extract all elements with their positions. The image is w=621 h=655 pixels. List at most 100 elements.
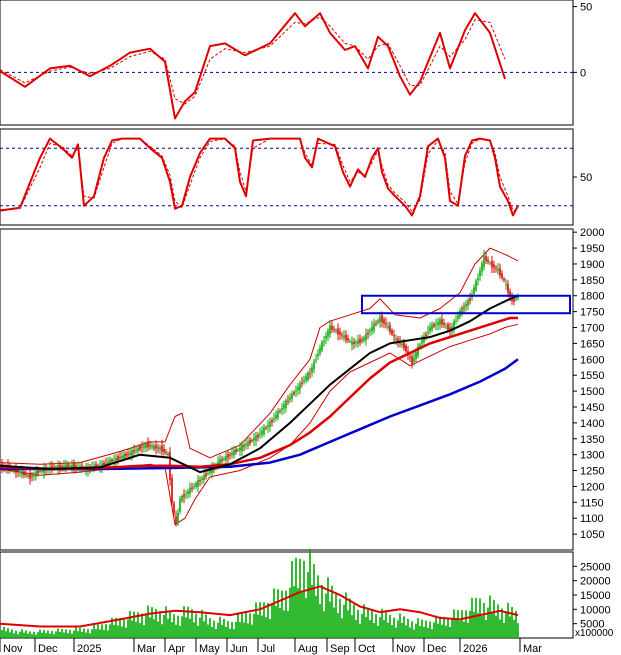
- volume-bar: [181, 616, 183, 638]
- candle-body: [295, 390, 297, 392]
- candle-body: [209, 470, 211, 474]
- volume-bar: [271, 604, 273, 638]
- price-tick-label: 1400: [580, 418, 604, 430]
- volume-bar: [293, 586, 295, 638]
- volume-bar: [397, 620, 399, 638]
- volume-bar: [475, 597, 477, 638]
- volume-bar: [131, 620, 133, 638]
- volume-bar: [343, 604, 345, 638]
- volume-bar: [143, 625, 145, 638]
- volume-bar: [417, 618, 419, 638]
- price-tick-label: 1750: [580, 307, 604, 319]
- volume-bar: [379, 617, 381, 638]
- candle-body: [193, 486, 195, 488]
- volume-bar: [287, 611, 289, 638]
- volume-bar: [385, 611, 387, 638]
- volume-ma-line: [0, 585, 519, 628]
- volume-bar: [21, 629, 23, 638]
- volume-bar: [359, 623, 361, 638]
- candle-body: [365, 333, 367, 340]
- volume-bar: [291, 560, 293, 638]
- volume-bar: [5, 631, 7, 638]
- price-tick-label: 1800: [580, 291, 604, 303]
- candle-body: [345, 334, 347, 341]
- candle-body: [363, 337, 365, 341]
- price-tick-label: 1250: [580, 466, 604, 478]
- volume-bar: [277, 589, 279, 638]
- volume-bar: [425, 620, 427, 638]
- volume-bar: [349, 598, 351, 638]
- candle-body: [185, 494, 187, 496]
- volume-bar: [381, 608, 383, 638]
- volume-bar: [171, 622, 173, 638]
- candle-body: [469, 298, 471, 301]
- candle-body: [511, 298, 513, 301]
- volume-bar: [55, 631, 57, 638]
- volume-bar: [441, 624, 443, 638]
- candle-body: [165, 452, 167, 454]
- volume-bar: [81, 631, 83, 638]
- volume-bar: [35, 634, 37, 638]
- volume-bar: [367, 607, 369, 638]
- candle-body: [249, 440, 251, 444]
- volume-bar: [407, 618, 409, 638]
- volume-bar: [59, 631, 61, 638]
- candle-body: [269, 421, 271, 427]
- candle-body: [327, 330, 329, 337]
- volume-bar: [219, 616, 221, 638]
- volume-bar: [491, 611, 493, 638]
- candle-body: [351, 341, 353, 345]
- candle-body: [133, 450, 135, 453]
- volume-bar: [203, 621, 205, 638]
- candle-body: [371, 326, 373, 332]
- candle-body: [179, 499, 181, 512]
- candle-body: [379, 316, 381, 323]
- candle-body: [237, 449, 239, 451]
- volume-bar: [499, 619, 501, 638]
- volume-bar: [443, 616, 445, 638]
- volume-bar: [369, 620, 371, 638]
- volume-bar: [337, 613, 339, 638]
- candle-body: [261, 430, 263, 435]
- volume-bar: [485, 620, 487, 638]
- volume-bar: [103, 629, 105, 638]
- volume-bar: [253, 613, 255, 638]
- candle-body: [443, 323, 445, 325]
- time-tick-label: Sep: [330, 643, 350, 655]
- volume-bar: [263, 602, 265, 638]
- volume-bar: [483, 603, 485, 638]
- macd-panel: 50 0: [0, 0, 592, 126]
- volume-bar: [115, 617, 117, 638]
- candle-body: [137, 447, 139, 452]
- candle-body: [141, 446, 143, 448]
- candle-body: [207, 473, 209, 475]
- volume-bar: [107, 630, 109, 638]
- time-tick-label: 2026: [463, 643, 487, 655]
- volume-bar: [133, 611, 135, 638]
- candle-body: [401, 343, 403, 346]
- volume-bar: [87, 629, 89, 638]
- volume-tick-label: 10000: [580, 604, 611, 616]
- volume-bar: [273, 588, 275, 638]
- candle-body: [373, 323, 375, 331]
- candle-body: [219, 459, 221, 466]
- candle-body: [305, 376, 307, 381]
- volume-bar: [211, 627, 213, 638]
- volume-bar: [243, 622, 245, 638]
- candle-body: [509, 291, 511, 297]
- volume-bar: [413, 629, 415, 638]
- price-tick-label: 1500: [580, 386, 604, 398]
- price-tick-label: 1050: [580, 529, 604, 541]
- candle-body: [233, 450, 235, 456]
- volume-bar: [267, 603, 269, 638]
- volume-bar: [261, 615, 263, 638]
- candle-body: [59, 464, 61, 469]
- sma-short-line: [0, 294, 519, 474]
- sma-long-line: [0, 358, 519, 471]
- candle-body: [449, 327, 451, 332]
- candle-body: [323, 340, 325, 342]
- candle-body: [281, 407, 283, 410]
- volume-bar: [365, 617, 367, 638]
- volume-bar: [177, 615, 179, 638]
- volume-bar: [399, 613, 401, 638]
